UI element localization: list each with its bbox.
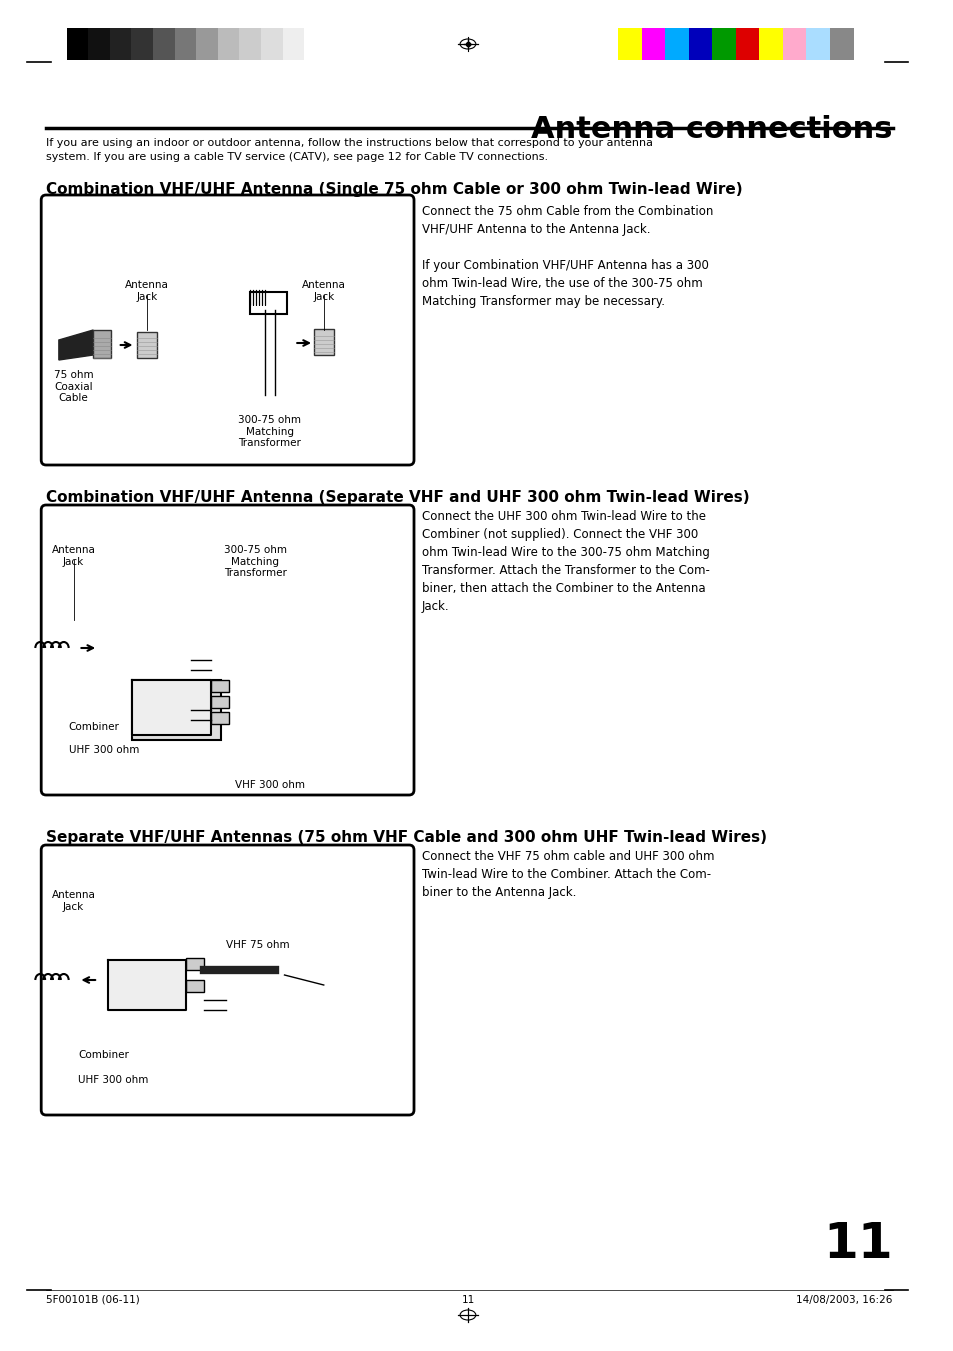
Bar <box>688 28 712 59</box>
Bar <box>304 28 325 59</box>
Bar <box>93 330 111 358</box>
Bar <box>829 28 853 59</box>
Text: Separate VHF/UHF Antennas (75 ohm VHF Cable and 300 ohm UHF Twin-lead Wires): Separate VHF/UHF Antennas (75 ohm VHF Ca… <box>46 830 766 844</box>
Text: 300-75 ohm
Matching
Transformer: 300-75 ohm Matching Transformer <box>238 415 301 449</box>
Bar <box>239 28 261 59</box>
Bar <box>132 680 220 740</box>
Text: Antenna
Jack: Antenna Jack <box>51 544 95 566</box>
Text: VHF 75 ohm: VHF 75 ohm <box>226 940 289 950</box>
Bar <box>137 332 157 358</box>
Bar <box>735 28 759 59</box>
Text: 5F00101B (06-11): 5F00101B (06-11) <box>46 1296 140 1305</box>
Text: Combination VHF/UHF Antenna (Single 75 ohm Cable or 300 ohm Twin-lead Wire): Combination VHF/UHF Antenna (Single 75 o… <box>46 182 742 197</box>
Polygon shape <box>108 961 186 1011</box>
Text: Combination VHF/UHF Antenna (Separate VHF and UHF 300 ohm Twin-lead Wires): Combination VHF/UHF Antenna (Separate VH… <box>46 490 749 505</box>
Text: Connect the VHF 75 ohm cable and UHF 300 ohm
Twin-lead Wire to the Combiner. Att: Connect the VHF 75 ohm cable and UHF 300… <box>421 850 714 898</box>
Text: 300-75 ohm
Matching
Transformer: 300-75 ohm Matching Transformer <box>223 544 286 578</box>
Text: UHF 300 ohm: UHF 300 ohm <box>78 1075 149 1085</box>
Text: VHF 300 ohm: VHF 300 ohm <box>235 780 305 790</box>
Bar <box>211 680 229 692</box>
Bar <box>186 958 204 970</box>
Text: Antenna
Jack: Antenna Jack <box>51 890 95 912</box>
Text: 11: 11 <box>822 1220 892 1269</box>
Bar <box>67 28 89 59</box>
Bar <box>174 28 196 59</box>
Text: Antenna
Jack: Antenna Jack <box>301 280 345 301</box>
Bar <box>89 28 110 59</box>
FancyBboxPatch shape <box>41 844 414 1115</box>
FancyBboxPatch shape <box>41 195 414 465</box>
Bar <box>211 712 229 724</box>
Bar <box>152 28 174 59</box>
Text: Combiner: Combiner <box>69 721 119 732</box>
Bar <box>641 28 664 59</box>
Text: Combiner: Combiner <box>78 1050 130 1061</box>
Text: Antenna connections: Antenna connections <box>531 115 892 145</box>
Polygon shape <box>132 680 211 735</box>
Text: Connect the UHF 300 ohm Twin-lead Wire to the
Combiner (not supplied). Connect t: Connect the UHF 300 ohm Twin-lead Wire t… <box>421 509 709 613</box>
Polygon shape <box>59 330 93 359</box>
Text: Antenna
Jack: Antenna Jack <box>125 280 169 301</box>
Text: 14/08/2003, 16:26: 14/08/2003, 16:26 <box>796 1296 892 1305</box>
Bar <box>186 979 204 992</box>
FancyBboxPatch shape <box>41 505 414 794</box>
Bar <box>110 28 132 59</box>
Text: Connect the 75 ohm Cable from the Combination
VHF/UHF Antenna to the Antenna Jac: Connect the 75 ohm Cable from the Combin… <box>421 205 713 308</box>
Bar <box>314 330 334 355</box>
Bar <box>759 28 782 59</box>
Ellipse shape <box>459 39 476 49</box>
Bar <box>196 28 217 59</box>
Text: If you are using an indoor or outdoor antenna, follow the instructions below tha: If you are using an indoor or outdoor an… <box>46 138 653 162</box>
Bar <box>217 28 239 59</box>
Bar <box>282 28 304 59</box>
Text: 75 ohm
Coaxial
Cable: 75 ohm Coaxial Cable <box>53 370 93 403</box>
Bar <box>782 28 805 59</box>
Bar <box>664 28 688 59</box>
Bar <box>618 28 641 59</box>
Text: UHF 300 ohm: UHF 300 ohm <box>69 744 139 755</box>
Bar <box>132 28 152 59</box>
Bar <box>261 28 282 59</box>
Bar <box>250 292 287 313</box>
Bar <box>712 28 735 59</box>
Text: 11: 11 <box>461 1296 474 1305</box>
Bar <box>805 28 829 59</box>
Ellipse shape <box>459 1310 476 1320</box>
Bar <box>211 696 229 708</box>
